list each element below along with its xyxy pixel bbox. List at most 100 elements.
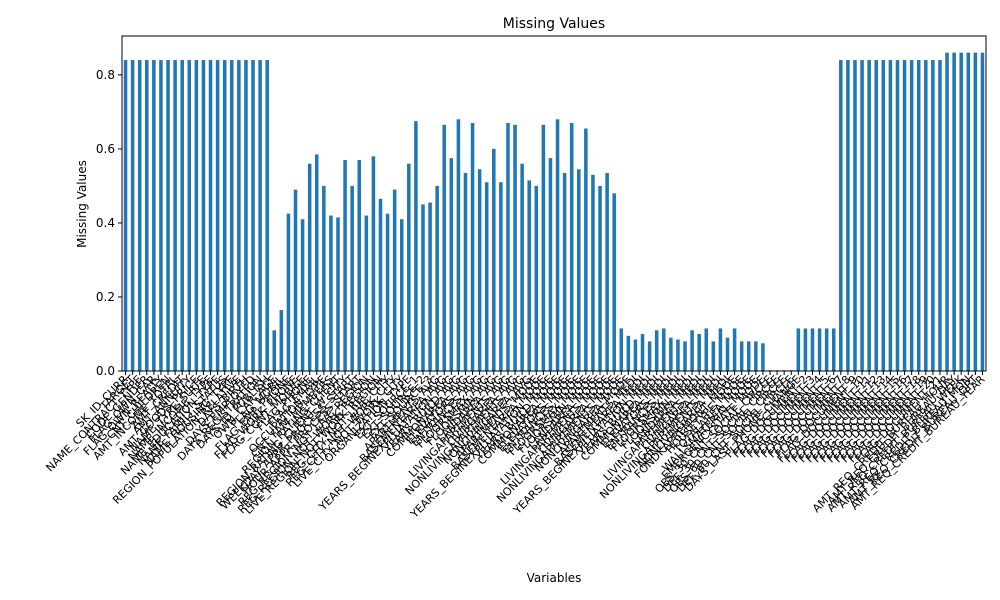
bar	[605, 172, 609, 371]
bar	[222, 60, 227, 372]
bar	[555, 119, 560, 371]
bar	[860, 60, 864, 372]
bar	[916, 60, 921, 372]
bar	[428, 202, 432, 371]
bar	[499, 182, 503, 371]
bar	[463, 172, 468, 371]
bar	[343, 160, 347, 371]
bar	[867, 60, 871, 372]
bar	[442, 124, 446, 371]
y-tick-label: 0.6	[96, 142, 115, 156]
bar	[874, 60, 878, 372]
bar	[244, 60, 248, 372]
bar	[803, 328, 808, 371]
bar	[739, 341, 744, 371]
bar	[272, 330, 277, 371]
bar	[591, 174, 595, 371]
bar	[166, 60, 170, 372]
bar	[654, 330, 659, 371]
y-tick-label: 0.2	[96, 290, 115, 304]
bar	[853, 60, 857, 372]
bar	[350, 185, 354, 371]
bar	[265, 60, 269, 372]
bar	[307, 163, 312, 371]
bar	[123, 60, 128, 372]
bar	[230, 60, 234, 372]
bar	[357, 160, 362, 371]
bar	[145, 60, 149, 372]
bar	[817, 328, 822, 371]
bar	[414, 121, 418, 371]
bar	[938, 60, 942, 372]
bar	[697, 333, 701, 371]
bar	[322, 185, 326, 371]
bar	[619, 328, 624, 371]
bar	[364, 215, 369, 371]
bar	[371, 156, 376, 371]
bar	[194, 60, 199, 372]
bar	[690, 330, 694, 371]
bar	[399, 219, 404, 371]
bar	[839, 60, 843, 372]
bar	[633, 339, 638, 371]
bar	[612, 193, 616, 371]
bar	[449, 158, 454, 371]
bar	[477, 169, 482, 371]
bar	[548, 158, 553, 371]
bar	[881, 60, 886, 372]
bar	[314, 154, 319, 371]
bar	[180, 60, 184, 372]
bar	[251, 60, 255, 372]
bar	[421, 204, 425, 371]
bar	[598, 185, 602, 371]
bar	[584, 128, 588, 371]
bar	[909, 60, 914, 372]
bar	[258, 60, 262, 372]
bar	[159, 60, 163, 372]
bar	[973, 52, 978, 371]
bar	[980, 52, 985, 371]
bar	[173, 60, 177, 372]
bar	[810, 328, 815, 371]
bar	[669, 337, 673, 371]
bar	[293, 189, 298, 371]
bar	[286, 213, 291, 371]
chart-title: Missing Values	[503, 16, 605, 32]
bar	[888, 60, 893, 372]
bar	[470, 122, 475, 371]
bar	[966, 52, 971, 371]
bar	[562, 172, 567, 371]
bar	[824, 328, 829, 371]
bar	[329, 215, 333, 371]
bar	[846, 60, 850, 372]
y-tick-label: 0.0	[96, 364, 115, 378]
bar	[300, 219, 305, 371]
bar	[527, 180, 531, 371]
bar	[137, 60, 142, 372]
bar	[513, 124, 517, 371]
bar	[761, 343, 765, 371]
y-tick-label: 0.8	[96, 68, 115, 82]
x-axis-label: Variables	[527, 571, 582, 585]
bar	[746, 341, 751, 371]
bar	[569, 122, 574, 371]
bar	[201, 60, 206, 372]
bar	[647, 341, 652, 371]
bar	[237, 60, 241, 372]
bar	[796, 328, 801, 371]
bar	[215, 60, 220, 372]
bar	[130, 60, 135, 372]
bar	[924, 60, 928, 372]
bar	[959, 52, 963, 371]
bar	[279, 309, 284, 371]
bar	[577, 169, 581, 371]
bar	[931, 60, 935, 372]
bar	[520, 163, 524, 371]
bar	[187, 60, 192, 372]
bar	[492, 148, 496, 371]
bar	[378, 198, 383, 371]
bar	[718, 328, 723, 371]
bar	[541, 124, 546, 371]
bar	[456, 119, 461, 371]
y-tick-label: 0.4	[96, 216, 115, 230]
